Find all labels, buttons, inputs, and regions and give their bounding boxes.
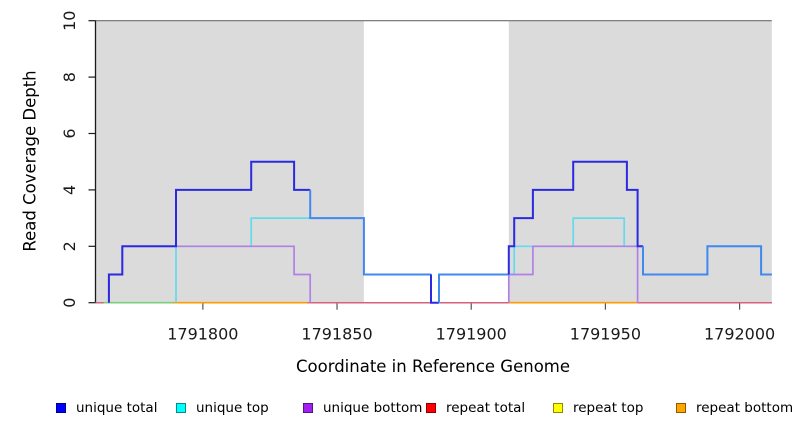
legend-label: repeat top bbox=[573, 400, 644, 416]
legend-item-unique-top: unique top bbox=[176, 399, 269, 417]
legend: unique total unique top unique bottom re… bbox=[0, 399, 792, 419]
x-tick-label: 1792000 bbox=[704, 325, 775, 344]
repeat-bottom-swatch-icon bbox=[676, 403, 686, 413]
y-tick-label: 8 bbox=[60, 72, 79, 82]
unique-top-swatch-icon bbox=[176, 403, 186, 413]
repeat-top-swatch-icon bbox=[553, 403, 563, 413]
legend-label: unique bottom bbox=[323, 400, 423, 416]
x-tick-label: 1791850 bbox=[301, 325, 372, 344]
series-unique-total bbox=[507, 160, 643, 275]
y-tick-label: 6 bbox=[60, 128, 79, 138]
series-unique-bottom bbox=[507, 245, 639, 303]
series-unique-total bbox=[438, 273, 509, 303]
shaded-region bbox=[508, 20, 772, 303]
series-unique-total bbox=[309, 189, 431, 276]
legend-item-unique-total: unique total bbox=[56, 399, 157, 417]
y-axis-title: Read Coverage Depth bbox=[20, 70, 40, 252]
y-tick-label: 4 bbox=[60, 185, 79, 195]
y-tick-label: 0 bbox=[60, 298, 79, 308]
x-tick-label: 1791900 bbox=[436, 325, 507, 344]
legend-item-repeat-top: repeat top bbox=[553, 399, 643, 417]
legend-label: unique total bbox=[76, 400, 158, 416]
legend-label: unique top bbox=[196, 400, 269, 416]
x-axis-title: Coordinate in Reference Genome bbox=[295, 357, 571, 376]
legend-item-repeat-bottom: repeat bottom bbox=[676, 399, 792, 417]
series-unique-total bbox=[642, 245, 772, 276]
unique-total-swatch-icon bbox=[56, 403, 66, 413]
legend-item-repeat-total: repeat total bbox=[426, 399, 525, 417]
y-tick-label: 2 bbox=[60, 241, 79, 251]
x-tick-label: 1791950 bbox=[570, 325, 641, 344]
y-tick-label: 10 bbox=[60, 11, 79, 31]
unique-bottom-swatch-icon bbox=[303, 403, 313, 413]
legend-item-unique-bottom: unique bottom bbox=[303, 399, 422, 417]
shaded-region bbox=[95, 20, 364, 303]
series-unique-total bbox=[430, 274, 439, 304]
repeat-total-swatch-icon bbox=[426, 403, 436, 413]
legend-label: repeat total bbox=[446, 400, 526, 416]
series-unique-total bbox=[107, 160, 311, 303]
legend-label: repeat bottom bbox=[696, 400, 792, 416]
x-tick-label: 1791800 bbox=[167, 325, 238, 344]
